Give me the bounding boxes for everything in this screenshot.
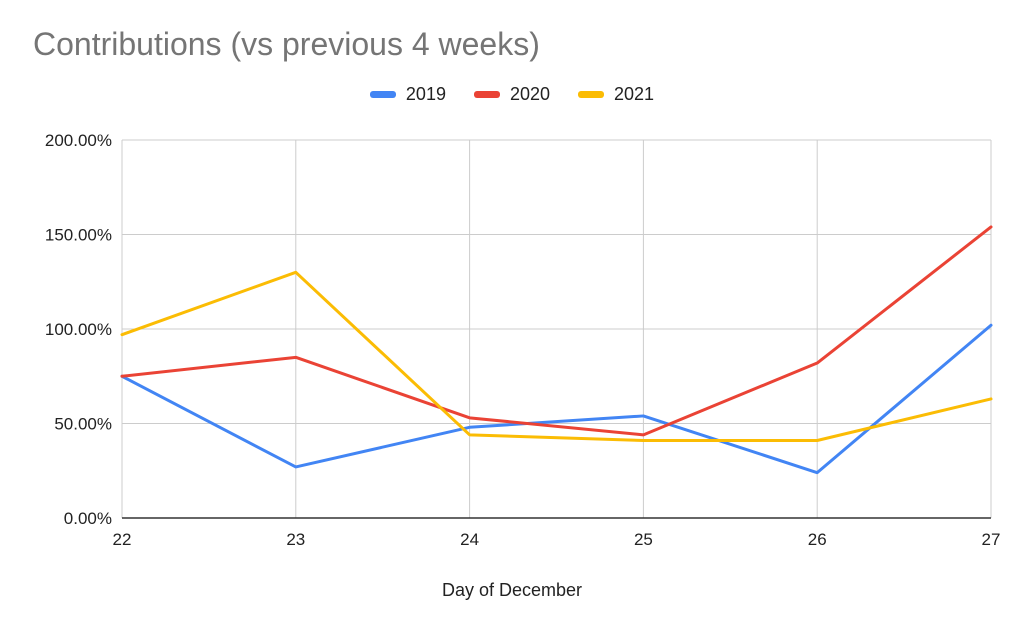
legend-label-2021: 2021 — [614, 84, 655, 104]
x-tick-label: 22 — [113, 530, 132, 549]
x-tick-label: 25 — [634, 530, 653, 549]
y-tick-label: 50.00% — [54, 415, 112, 434]
legend-swatch-2019 — [369, 91, 396, 98]
x-axis-label: Day of December — [441, 580, 583, 600]
legend-swatch-2020 — [473, 91, 500, 98]
x-tick-label: 26 — [808, 530, 827, 549]
x-tick-label: 27 — [982, 530, 1001, 549]
legend-swatch-2021 — [578, 91, 605, 98]
legend-item-2020[interactable]: 2020 — [473, 84, 551, 105]
series-line-2020 — [120, 225, 993, 437]
series-line-2019 — [120, 323, 993, 475]
y-tick-label: 200.00% — [45, 131, 112, 150]
legend-label-2019: 2019 — [405, 84, 446, 104]
legend-label-2020: 2020 — [509, 84, 551, 104]
y-tick-label: 0.00% — [64, 509, 112, 528]
legend-item-2021[interactable]: 2021 — [578, 84, 654, 105]
legend-item-2019[interactable]: 2019 — [369, 84, 446, 105]
legend: 2019 2020 2021 — [0, 84, 1024, 105]
y-tick-label: 150.00% — [45, 226, 112, 245]
series-line-2021 — [120, 270, 993, 443]
x-tick-label: 24 — [460, 530, 479, 549]
x-tick-label: 23 — [286, 530, 305, 549]
chart-title: Contributions (vs previous 4 weeks) — [33, 26, 540, 62]
y-tick-label: 100.00% — [45, 320, 112, 339]
